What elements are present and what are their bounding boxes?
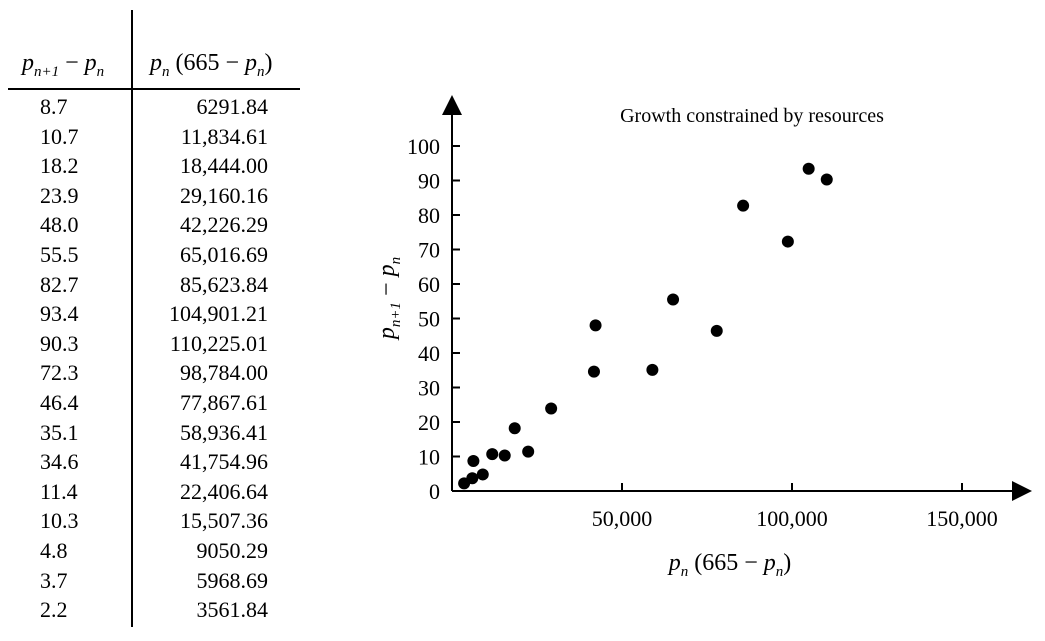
table-row: 10.7 11,834.61 — [0, 122, 320, 152]
y-tick-label: 50 — [418, 307, 440, 332]
cell-product: 29,160.16 — [180, 182, 268, 208]
cell-product: 22,406.64 — [180, 478, 268, 504]
cell-product: 41,754.96 — [180, 449, 268, 475]
table-row: 18.2 18,444.00 — [0, 151, 320, 181]
cell-difference: 23.9 — [40, 182, 79, 208]
x-axis-label: pn (665 − pn) — [667, 550, 792, 580]
y-tick-label: 70 — [418, 238, 440, 263]
table-row: 46.4 77,867.61 — [0, 388, 320, 418]
y-tick-group: 0 10 20 30 40 50 60 70 80 90 100 — [407, 134, 460, 504]
cell-product: 3561.84 — [196, 597, 269, 623]
data-point — [710, 324, 723, 337]
table-header-difference: pn+1 − pn — [22, 50, 105, 80]
data-point — [589, 319, 602, 332]
x-tick-label: 150,000 — [926, 506, 998, 531]
cell-difference: 35.1 — [40, 419, 79, 445]
data-point — [508, 422, 521, 435]
table-row: 72.3 98,784.00 — [0, 358, 320, 388]
y-tick-label: 30 — [418, 376, 440, 401]
cell-product: 6291.84 — [196, 94, 269, 119]
y-axis-label: pn+1 − pn — [374, 257, 404, 341]
cell-product: 85,623.84 — [180, 271, 268, 297]
y-tick-label: 0 — [429, 479, 440, 504]
table-header-product: pn (665 − pn) — [150, 50, 273, 80]
cell-difference: 4.8 — [40, 537, 68, 563]
y-tick-label: 90 — [418, 169, 440, 194]
cell-difference: 46.4 — [40, 389, 79, 415]
table-row: 35.1 58,936.41 — [0, 418, 320, 448]
data-point — [667, 293, 680, 306]
data-point — [522, 445, 535, 458]
cell-product: 104,901.21 — [169, 301, 268, 327]
y-tick-label: 100 — [407, 134, 440, 159]
cell-difference: 48.0 — [40, 212, 79, 238]
cell-product: 98,784.00 — [180, 360, 268, 386]
data-table: pn+1 − pn pn (665 − pn) 8.7 6291.84 10.7 1… — [0, 0, 320, 641]
data-point — [587, 365, 600, 378]
scatter-chart: Growth constrained by resources 0 10 20 30 4… — [374, 95, 1032, 580]
cell-difference: 11.4 — [40, 478, 78, 504]
table-row: 55.5 65,016.69 — [0, 240, 320, 270]
y-tick-label: 60 — [418, 272, 440, 297]
cell-product: 11,834.61 — [180, 123, 268, 149]
table-row: 23.9 29,160.16 — [0, 181, 320, 211]
table-row: 48.0 42,226.29 — [0, 210, 320, 240]
cell-difference: 10.3 — [40, 508, 79, 534]
data-point — [781, 235, 794, 248]
data-point — [458, 477, 471, 490]
x-tick-label: 100,000 — [756, 506, 828, 531]
cell-difference: 2.2 — [40, 597, 68, 623]
cell-product: 15,507.36 — [180, 508, 268, 534]
y-tick-label: 10 — [418, 445, 440, 470]
cell-product: 77,867.61 — [180, 389, 268, 415]
y-tick-label: 20 — [418, 410, 440, 435]
cell-product: 58,936.41 — [180, 419, 268, 445]
data-point — [802, 162, 815, 175]
table-vertical-rule — [131, 10, 133, 627]
data-point — [545, 402, 558, 415]
table-row: 93.4 104,901.21 — [0, 299, 320, 329]
cell-difference: 72.3 — [40, 360, 79, 386]
data-point — [498, 449, 511, 462]
cell-product: 9050.29 — [196, 537, 269, 563]
cell-product: 5968.69 — [196, 567, 269, 593]
cell-product: 18,444.00 — [180, 153, 268, 179]
data-points — [458, 162, 833, 490]
table-row: 11.4 22,406.64 — [0, 477, 320, 507]
cell-difference: 18.2 — [40, 153, 79, 179]
y-tick-label: 40 — [418, 341, 440, 366]
data-point — [820, 173, 833, 186]
data-point — [646, 363, 659, 376]
cell-difference: 55.5 — [40, 241, 79, 267]
cell-difference: 90.3 — [40, 330, 79, 356]
cell-product: 42,226.29 — [180, 212, 268, 238]
cell-difference: 82.7 — [40, 271, 79, 297]
table-row: 2.2 3561.84 — [0, 595, 320, 625]
cell-difference: 10.7 — [40, 123, 79, 149]
cell-difference: 8.7 — [40, 94, 68, 119]
data-point — [737, 199, 750, 212]
table-header-rule — [8, 88, 300, 90]
table-row: 8.7 6291.84 — [0, 92, 320, 122]
table-row: 82.7 85,623.84 — [0, 270, 320, 300]
table-row: 4.8 9050.29 — [0, 536, 320, 566]
cell-difference: 93.4 — [40, 301, 79, 327]
table-row: 3.7 5968.69 — [0, 566, 320, 596]
chart-title: Growth constrained by resources — [620, 105, 884, 127]
table-row: 34.6 41,754.96 — [0, 447, 320, 477]
x-tick-group: 50,000 100,000 150,000 — [592, 483, 998, 531]
cell-product: 110,225.01 — [169, 330, 268, 356]
cell-product: 65,016.69 — [180, 241, 268, 267]
data-point — [476, 468, 489, 481]
table-row: 90.3 110,225.01 — [0, 329, 320, 359]
cell-difference: 34.6 — [40, 449, 79, 475]
x-tick-label: 50,000 — [592, 506, 653, 531]
data-point — [486, 448, 499, 461]
cell-difference: 3.7 — [40, 567, 68, 593]
y-tick-label: 80 — [418, 203, 440, 228]
table-row: 10.3 15,507.36 — [0, 506, 320, 536]
data-point — [467, 454, 480, 467]
table-body: 8.7 6291.84 10.7 11,834.61 18.2 18,444.00 2… — [0, 92, 320, 625]
